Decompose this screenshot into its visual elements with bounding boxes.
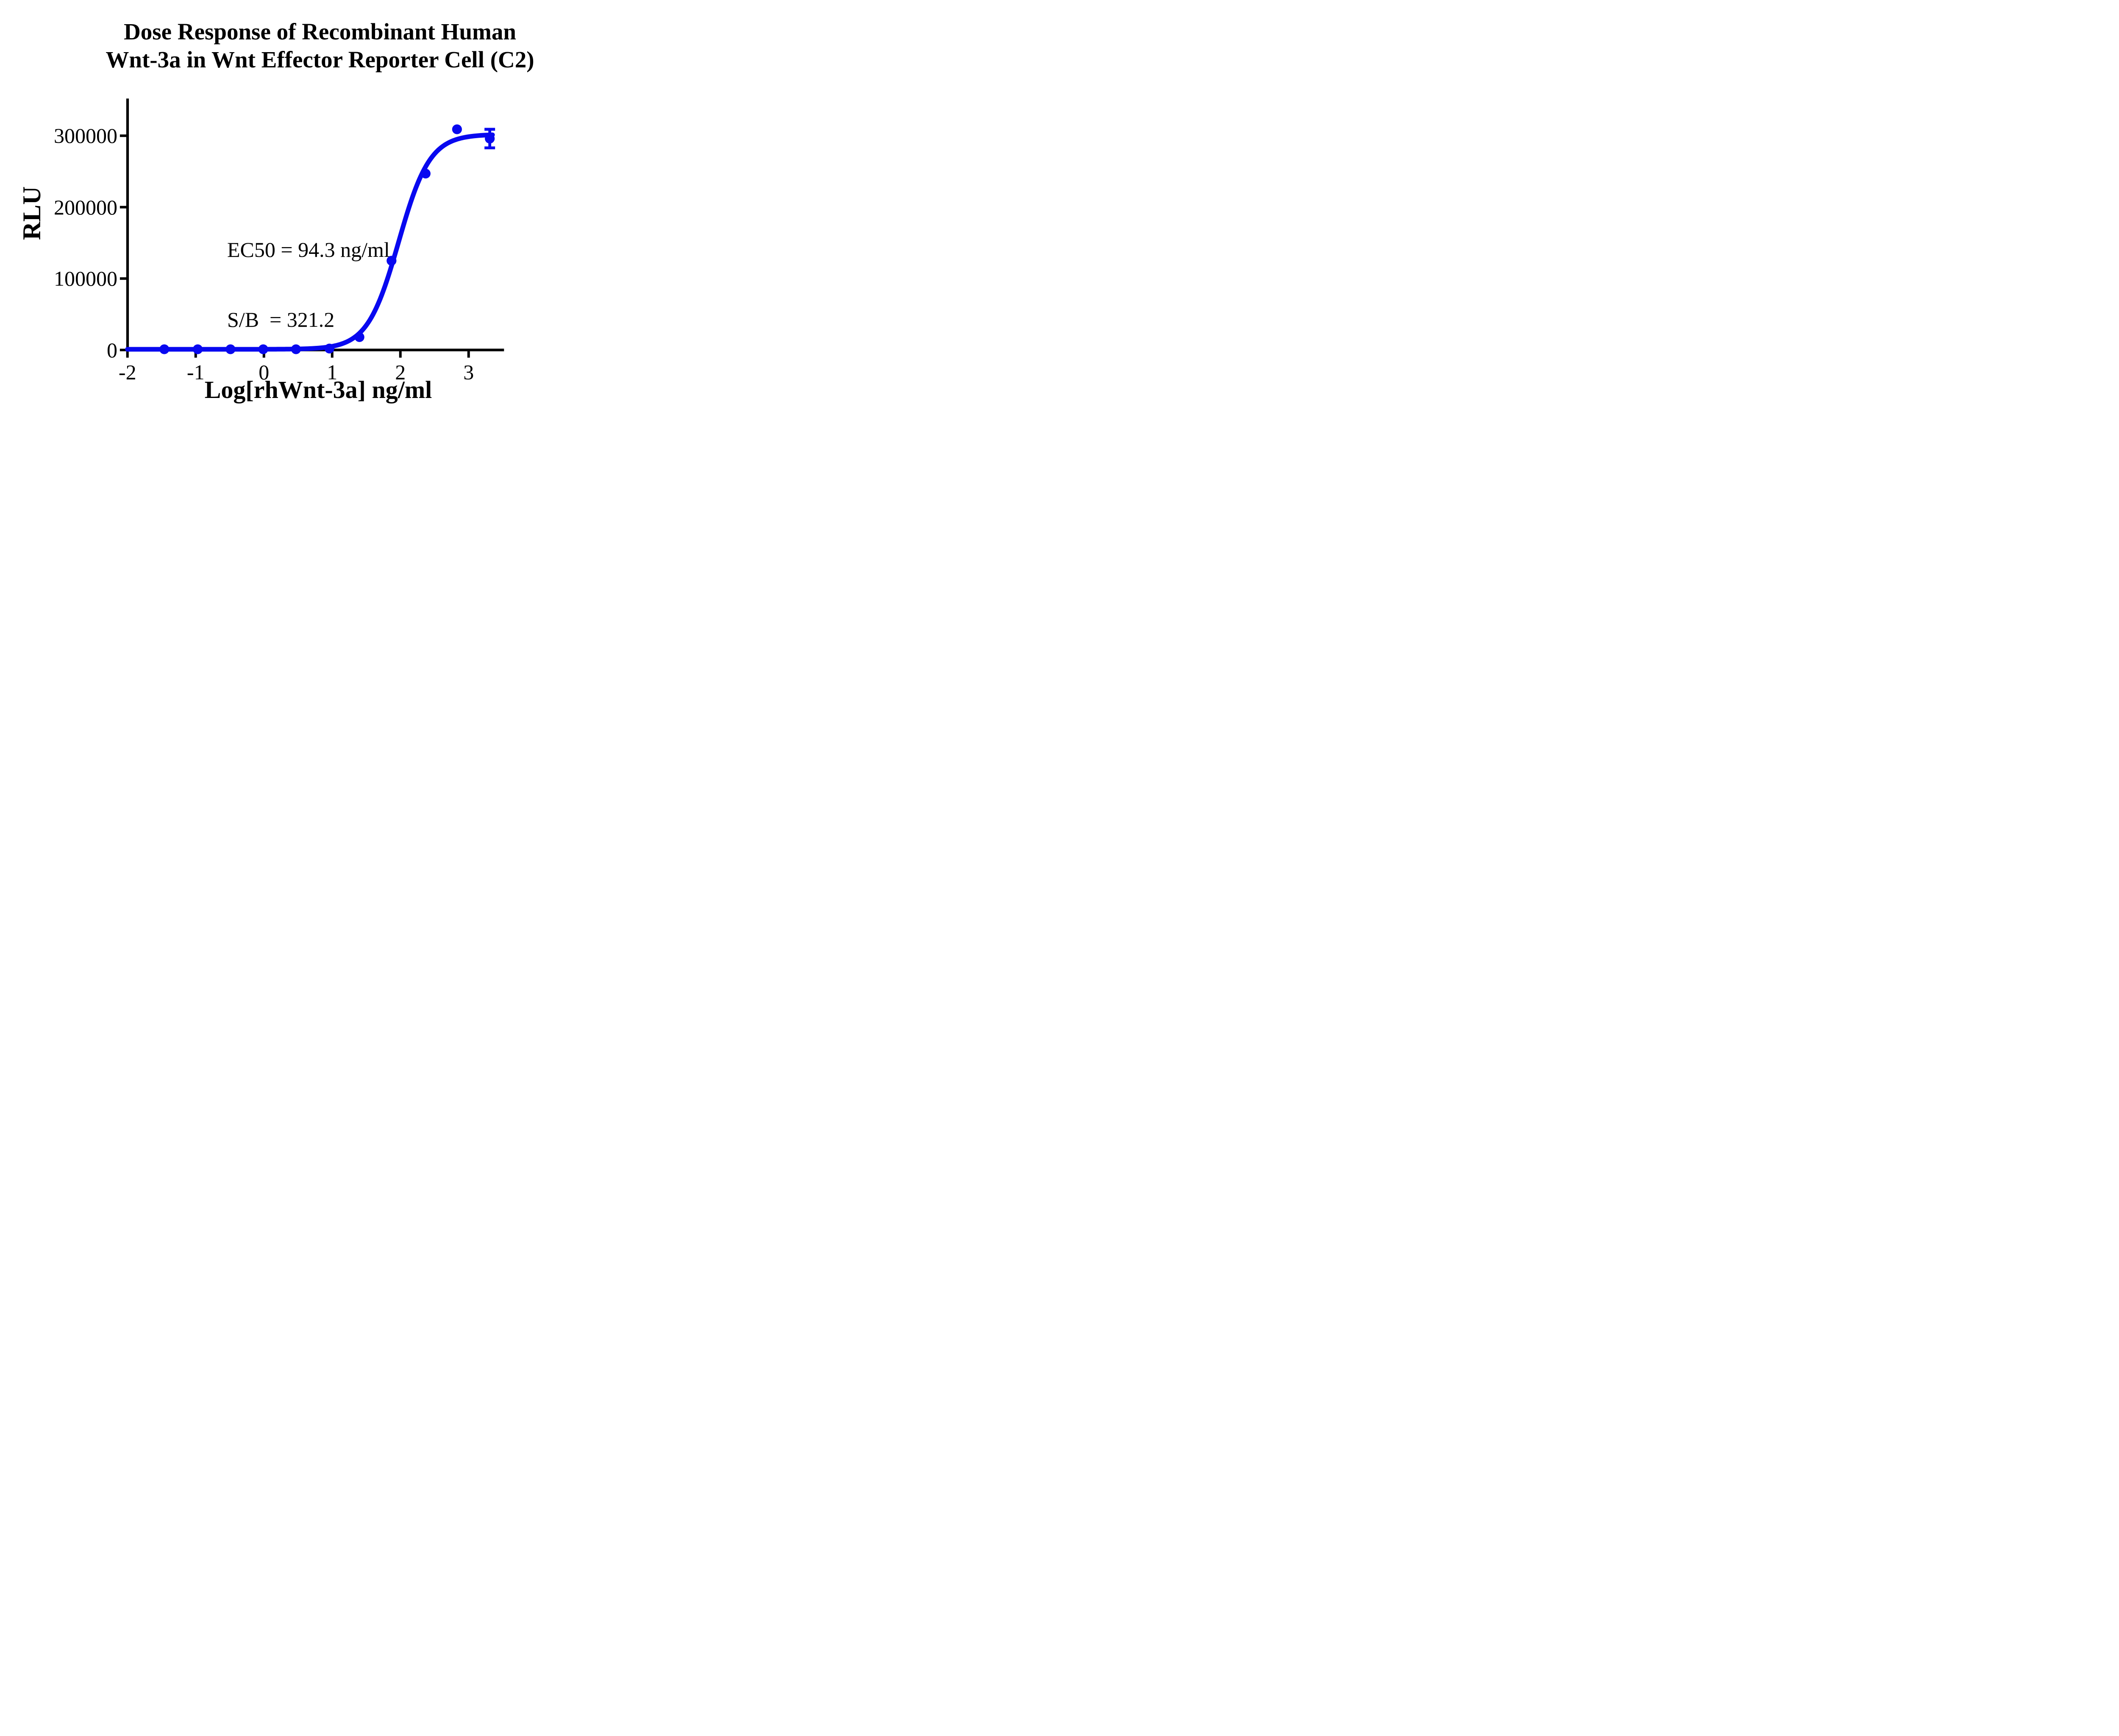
y-tick-label: 200000 — [54, 195, 117, 219]
data-point — [452, 124, 462, 134]
ec50-annotation: EC50 = 94.3 ng/ml — [227, 238, 390, 262]
x-tick-label: 3 — [463, 360, 474, 384]
x-tick-label: 1 — [327, 360, 338, 384]
data-point — [324, 343, 334, 353]
data-point — [258, 344, 268, 354]
x-tick-label: -2 — [118, 360, 136, 384]
fit-annotation: EC50 = 94.3 ng/ml S/B = 321.2 — [227, 192, 390, 378]
x-tick-label: 2 — [395, 360, 406, 384]
y-tick-label: 300000 — [54, 124, 117, 148]
signal-to-background-annotation: S/B = 321.2 — [227, 308, 335, 331]
x-tick-label: 0 — [259, 360, 270, 384]
data-point — [159, 344, 170, 354]
data-point — [291, 344, 301, 354]
chart-title-line-1: Dose Response of Recombinant Human — [124, 19, 516, 45]
x-tick-label: -1 — [186, 360, 205, 384]
data-point — [387, 256, 397, 266]
dose-response-figure: Dose Response of Recombinant Human Wnt-3… — [0, 0, 563, 434]
data-point — [192, 344, 203, 354]
data-point — [354, 332, 364, 342]
data-point — [225, 344, 236, 354]
x-axis-label: Log[rhWnt-3a] ng/ml — [204, 376, 432, 403]
dose-response-curve — [125, 132, 495, 352]
y-tick-label: 0 — [107, 338, 117, 362]
data-point — [420, 168, 431, 179]
data-point — [485, 134, 495, 144]
plot-area — [120, 98, 504, 358]
chart-title: Dose Response of Recombinant Human Wnt-3… — [66, 18, 563, 74]
y-tick-label: 100000 — [54, 267, 117, 291]
chart-title-line-2: Wnt-3a in Wnt Effector Reporter Cell (C2… — [106, 47, 534, 72]
